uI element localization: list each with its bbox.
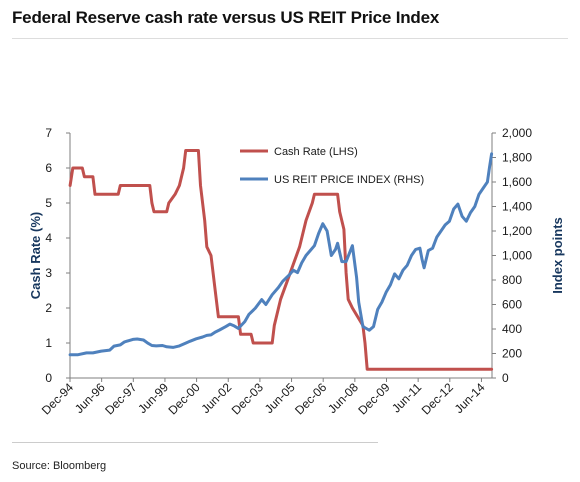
x-tick-label: Jun-14 (452, 380, 488, 416)
cash-rate-line (68, 149, 494, 371)
left-tick-label: 2 (45, 301, 52, 315)
x-tick-label: Dec-97 (102, 380, 139, 417)
right-tick-label: 1,600 (502, 175, 532, 189)
right-tick-label: 2,000 (502, 126, 532, 140)
x-tick-label: Jun-11 (389, 380, 424, 415)
left-tick-label: 6 (45, 161, 52, 175)
left-tick-label: 0 (45, 371, 52, 385)
title-divider (12, 38, 568, 39)
legend-label-cash-rate: Cash Rate (LHS) (274, 146, 358, 158)
x-tick-label: Jun-96 (72, 380, 108, 416)
x-tick-label: Jun-99 (135, 380, 171, 416)
legend-label-reit: US REIT PRICE INDEX (RHS) (274, 174, 424, 186)
left-tick-label: 4 (45, 231, 52, 245)
right-tick-label: 800 (502, 273, 522, 287)
right-tick-label: 0 (502, 371, 509, 385)
reit-index-line (68, 152, 494, 357)
right-tick-label: 200 (502, 347, 522, 361)
x-tick-label: Jun-08 (325, 380, 361, 416)
left-tick-label: 3 (45, 266, 52, 280)
right-tick-label: 1,000 (502, 249, 532, 263)
right-tick-label: 400 (502, 322, 522, 336)
x-tick-label: Jun-05 (262, 380, 298, 416)
source-divider (12, 442, 378, 443)
x-tick-label: Jun-02 (199, 380, 235, 416)
left-tick-label: 1 (45, 336, 52, 350)
left-tick-label: 7 (45, 126, 52, 140)
right-tick-label: 600 (502, 298, 522, 312)
chart-title: Federal Reserve cash rate versus US REIT… (12, 8, 440, 27)
right-axis-title: Index points (550, 217, 565, 294)
x-tick-label: Dec-94 (39, 380, 76, 417)
right-tick-label: 1,800 (502, 151, 532, 165)
right-tick-label: 1,200 (502, 224, 532, 238)
left-tick-label: 5 (45, 196, 52, 210)
x-tick-label: Dec-09 (355, 380, 392, 417)
x-tick-label: Dec-03 (229, 380, 266, 417)
source-note: Source: Bloomberg (12, 460, 107, 472)
x-tick-label: Dec-12 (419, 380, 456, 417)
left-axis-title: Cash Rate (%) (28, 212, 43, 299)
right-tick-label: 1,400 (502, 200, 532, 214)
x-tick-label: Dec-06 (292, 380, 329, 417)
x-tick-label: Dec-00 (165, 380, 202, 417)
